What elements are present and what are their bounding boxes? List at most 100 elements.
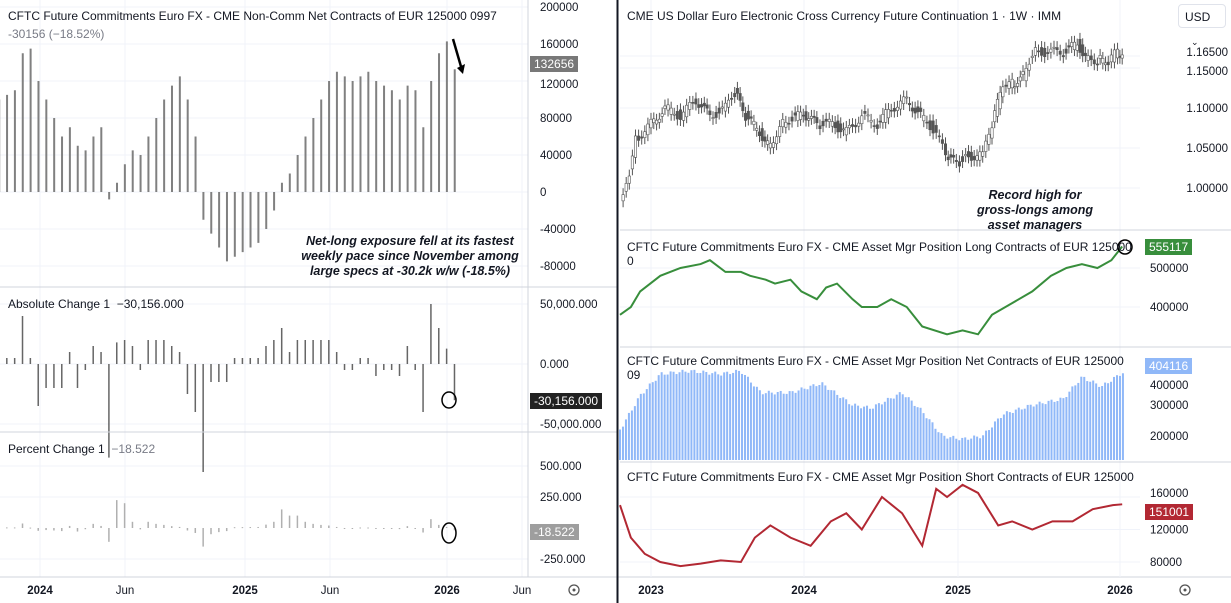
pct-change-bar [367,527,369,529]
net-position-bar [857,405,860,460]
net-bar [280,182,283,192]
abs-change-bar [257,358,259,364]
net-bar [328,81,331,192]
y-tick-label: 80000 [1150,557,1182,569]
candle-body [1024,68,1028,82]
net-bar [186,99,189,192]
net-bar [163,99,166,192]
net-position-bar [868,408,871,460]
candle-body [746,110,750,120]
net-position-bar [812,384,815,460]
pct-change-bar [61,528,63,532]
pct-change-bar [390,528,393,529]
net-position-bar [1032,406,1035,460]
net-bar [139,155,142,192]
net-bar [53,118,56,192]
abs-change-bar [265,346,267,364]
net-position-bar [776,392,779,460]
pct-change-bar [29,527,32,529]
pct-change-bar [320,524,322,528]
y-tick-label: 1.00000 [1186,183,1228,195]
pct-change-bar [265,524,267,528]
candle-body [821,120,825,127]
y-tick-label: 200000 [540,2,578,14]
candle-body [1043,47,1047,57]
net-position-bar [818,385,821,460]
y-tick-label: 0.000 [540,359,569,371]
candle-body [884,109,888,123]
settings-icon[interactable] [568,584,580,596]
net-position-bar [767,390,770,460]
abs-change-bar [84,364,87,370]
candle-body [969,151,973,161]
candle-body [697,104,701,108]
net-position-bar [627,412,630,460]
net-bar [76,145,79,192]
settings-icon-center [1183,588,1187,592]
candle-body [694,98,698,105]
net-position-bar [934,428,937,460]
net-position-bar [1095,383,1098,460]
net-position-bar [946,438,949,460]
candle-body [624,183,628,192]
net-position-bar [982,435,985,460]
net-bar [414,90,417,192]
abs-change-bar [406,346,409,364]
candle-body [1055,47,1059,50]
settings-icon[interactable] [1179,584,1191,596]
pct-change-bar [257,526,259,528]
net-position-bar [1005,411,1008,460]
net-bar [218,192,221,248]
candle-body [1070,42,1074,47]
long-last-tag: 555117 [1145,239,1193,255]
y-tick-label: 500000 [1150,263,1188,275]
net-bar [6,94,9,192]
abs-change-bar [335,352,338,364]
net-position-bar [1011,412,1014,460]
net-position-bar [979,438,982,460]
abs-change-bar [68,352,71,364]
candle-body [652,118,656,123]
currency-select[interactable]: USD ⌄ [1178,4,1226,47]
candle-body [1067,45,1071,48]
arrow-head-icon [457,64,465,74]
candle-body [655,119,659,125]
net-position-bar [943,435,946,460]
pct-change-bar [312,523,314,528]
pct-change-bar [13,527,16,529]
abs-change-bar [249,358,252,364]
abs-change-bar [430,304,432,364]
pct-change-bar [375,528,377,529]
pct-change-bar [359,527,361,529]
net-position-bar [749,382,752,460]
abs-change-bar [288,352,291,364]
net-bar [131,150,134,192]
net-position-bar [993,421,996,460]
net-position-bar [800,387,803,460]
abs-change-bar [131,346,134,364]
pct-title-text: Percent Change 1 [8,442,105,456]
pct-change-bar [414,528,416,529]
net-position-bar [770,392,773,460]
net-position-bar [1110,381,1113,460]
pct-last-tag: -18.522 [530,524,579,540]
abs-change-bar [241,358,244,364]
abs-change-bar [92,346,94,364]
net-position-bar [1083,376,1086,460]
net-position-bar [723,372,726,460]
candle-body [640,136,644,139]
candle-body [854,124,858,128]
candle-body [875,124,879,129]
pct-change-bar [273,521,275,528]
candle-body [881,114,885,123]
net-position-bar [854,403,857,460]
net-position-bar [886,397,889,460]
net-position-bar [1098,386,1101,460]
candle-body [768,142,772,149]
net-position-bar [1121,373,1124,460]
net-position-bar [1020,409,1023,460]
short-last-tag: 151001 [1145,504,1194,520]
abs-change-bar [108,364,110,458]
pct-change-bar [335,526,338,528]
